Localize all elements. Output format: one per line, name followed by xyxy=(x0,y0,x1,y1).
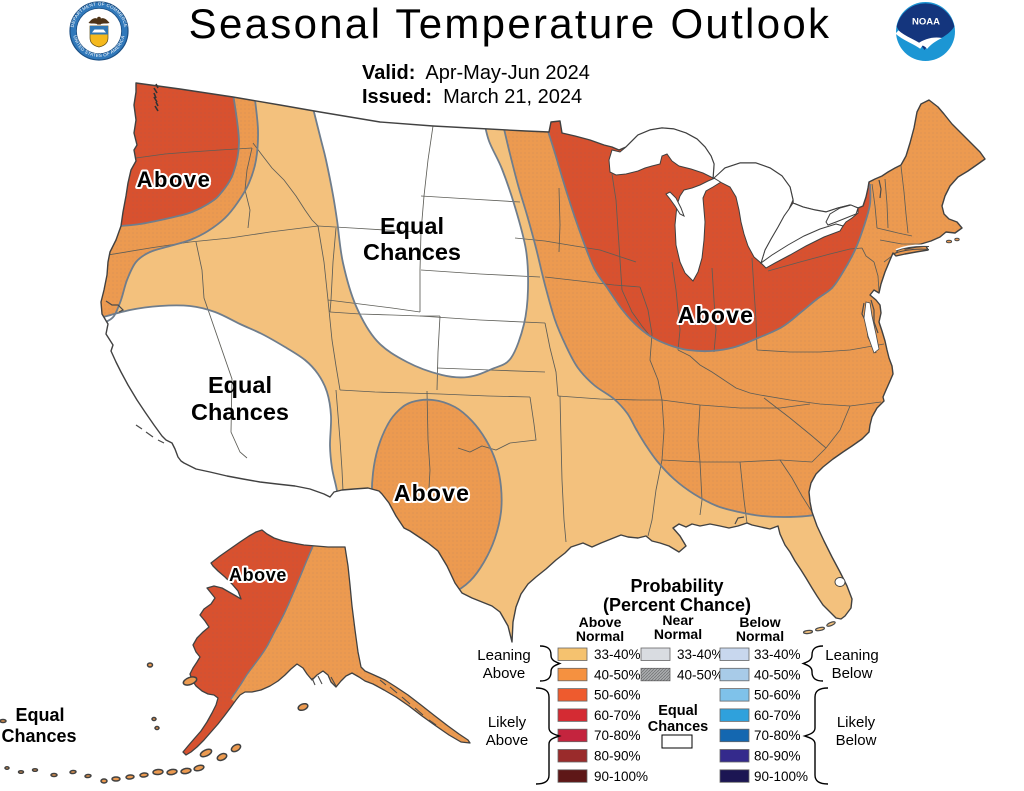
svg-text:Above: Above xyxy=(137,167,212,192)
svg-text:33-40%: 33-40% xyxy=(677,647,724,662)
svg-text:40-50%: 40-50% xyxy=(594,667,641,682)
svg-text:70-80%: 70-80% xyxy=(594,728,641,743)
svg-text:Near: Near xyxy=(662,612,694,628)
svg-text:50-60%: 50-60% xyxy=(594,688,641,703)
svg-text:Above: Above xyxy=(579,614,622,630)
svg-text:80-90%: 80-90% xyxy=(754,749,801,764)
svg-text:Above: Above xyxy=(483,665,526,682)
svg-text:Likely: Likely xyxy=(488,714,527,731)
svg-text:Normal: Normal xyxy=(654,626,702,642)
svg-text:90-100%: 90-100% xyxy=(754,769,808,784)
svg-text:Chances: Chances xyxy=(648,719,708,735)
svg-text:Equal: Equal xyxy=(15,705,64,725)
svg-text:40-50%: 40-50% xyxy=(754,667,801,682)
svg-text:Below: Below xyxy=(739,614,780,630)
svg-text:Likely: Likely xyxy=(837,714,876,731)
svg-text:Above: Above xyxy=(229,565,287,585)
svg-text:NOAA: NOAA xyxy=(912,17,940,28)
svg-text:Leaning: Leaning xyxy=(825,647,878,664)
svg-text:Issued: March 21, 2024: Issued: March 21, 2024 xyxy=(362,86,582,108)
svg-text:Above: Above xyxy=(678,302,754,328)
svg-text:Equal: Equal xyxy=(380,213,444,239)
svg-text:Probability: Probability xyxy=(630,576,723,596)
svg-text:Below: Below xyxy=(832,665,873,682)
svg-text:Below: Below xyxy=(836,732,877,749)
svg-text:Seasonal Temperature Outlook: Seasonal Temperature Outlook xyxy=(189,0,832,47)
svg-text:Chances: Chances xyxy=(363,239,461,265)
svg-text:Normal: Normal xyxy=(576,628,624,644)
svg-text:Leaning: Leaning xyxy=(477,647,530,664)
svg-text:Normal: Normal xyxy=(736,628,784,644)
svg-text:33-40%: 33-40% xyxy=(594,647,641,662)
svg-text:Valid: Apr-May-Jun 2024: Valid: Apr-May-Jun 2024 xyxy=(362,62,590,84)
svg-text:Above: Above xyxy=(486,732,529,749)
svg-text:Chances: Chances xyxy=(1,726,76,746)
svg-text:Equal: Equal xyxy=(208,372,272,398)
svg-text:60-70%: 60-70% xyxy=(754,708,801,723)
svg-text:33-40%: 33-40% xyxy=(754,647,801,662)
svg-text:90-100%: 90-100% xyxy=(594,769,648,784)
svg-text:Above: Above xyxy=(394,480,470,506)
svg-text:40-50%: 40-50% xyxy=(677,667,724,682)
svg-text:Chances: Chances xyxy=(191,399,289,425)
svg-text:50-60%: 50-60% xyxy=(754,688,801,703)
svg-text:60-70%: 60-70% xyxy=(594,708,641,723)
svg-text:(Percent Chance): (Percent Chance) xyxy=(603,595,751,615)
svg-text:80-90%: 80-90% xyxy=(594,749,641,764)
svg-text:70-80%: 70-80% xyxy=(754,728,801,743)
svg-text:Equal: Equal xyxy=(658,703,697,719)
